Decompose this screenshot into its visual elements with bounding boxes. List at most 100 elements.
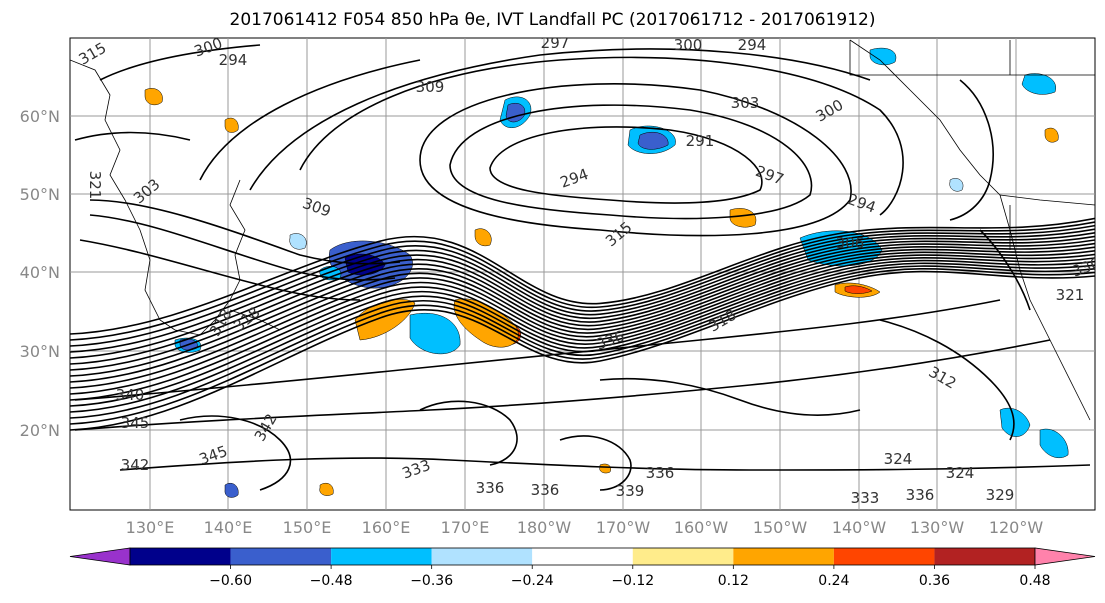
colorbar-segment [532, 548, 633, 565]
coastline-segment [849, 40, 1095, 76]
theta-e-contour-line [419, 400, 518, 466]
contour-label: 294 [219, 51, 248, 69]
colorbar-tick-label: 0.48 [1019, 573, 1050, 589]
theta-e-contours [70, 44, 1095, 491]
theta-e-contour-line [70, 250, 1095, 389]
theta-e-contour-line [489, 126, 763, 204]
theta-e-contour-line [70, 246, 1095, 383]
lon-tick-label: 180°W [517, 518, 572, 537]
contour-label: 297 [541, 34, 570, 52]
map-frame [69, 37, 1096, 511]
lon-tick-label: 130°W [910, 518, 965, 537]
theta-e-contour-line [70, 224, 1095, 347]
contour-label: 329 [986, 486, 1015, 504]
pc-shading-region [1021, 73, 1057, 95]
coastline-segment [849, 39, 1095, 206]
latitude-labels: 60°N 50°N 40°N 30°N 20°N [20, 107, 60, 440]
lon-tick-label: 120°W [989, 518, 1044, 537]
colorbar-tick-label: −0.60 [209, 573, 252, 589]
lon-tick-label: 150°E [283, 518, 332, 537]
contour-label: 291 [686, 132, 715, 150]
theta-e-contour-line [70, 232, 1095, 359]
contour-label: 294 [738, 36, 767, 54]
colorbar-segment [632, 548, 734, 565]
map-title: 2017061412 F054 850 hPa θe, IVT Landfall… [229, 10, 876, 30]
theta-e-contour-line [70, 228, 1095, 353]
contour-label: 303 [731, 94, 760, 112]
contour-label: 321 [1056, 286, 1085, 304]
theta-e-contour-line [74, 339, 1051, 431]
pc-shading-region [869, 47, 897, 66]
contour-label: 324 [946, 464, 975, 482]
pc-shading-region [474, 228, 492, 247]
theta-e-contour-line [70, 265, 1095, 419]
pc-shading-region [319, 482, 334, 496]
lon-tick-label: 140°E [204, 518, 253, 537]
theta-e-contour-line [419, 83, 852, 237]
theta-e-contour-line [70, 270, 1095, 431]
theta-e-contour-line [70, 259, 1095, 407]
contour-label: 300 [674, 36, 703, 54]
theta-e-contour-line [89, 214, 396, 281]
lon-tick-label: 170°E [441, 518, 490, 537]
coastline-segment [999, 194, 1091, 421]
theta-e-contour-line [70, 217, 1095, 335]
pc-shading-region [949, 178, 964, 192]
lon-tick-label: 140°W [832, 518, 887, 537]
pc-shading-region [729, 208, 757, 228]
contour-label: 324 [884, 450, 913, 468]
theta-e-contour-line [89, 199, 401, 265]
colorbar-tick-label: 0.36 [919, 573, 950, 589]
colorbar-segment [230, 548, 332, 565]
theta-e-contour-line [949, 79, 994, 221]
colorbar-segment [431, 548, 533, 565]
colorbar-extend-max [1034, 547, 1096, 566]
colorbar-segment [331, 548, 432, 565]
theta-e-contour-line [979, 229, 1031, 311]
longitude-labels: 130°E 140°E 150°E 160°E 170°E 180°W 170°W 160°W… [126, 518, 1044, 537]
lat-tick-label: 20°N [20, 421, 60, 440]
pc-shading-region [637, 131, 669, 150]
contour-label: 306 [836, 234, 865, 252]
theta-e-contour-line [79, 239, 361, 301]
colorbar-segment [130, 548, 231, 565]
colorbar-tick-label: −0.48 [310, 573, 353, 589]
theta-e-contour-line [70, 235, 1095, 365]
coastline [70, 39, 1095, 421]
colorbar-extend-min [69, 547, 131, 566]
theta-e-contour-line [199, 59, 421, 181]
theta-e-contour-line [559, 435, 632, 491]
colorbar-tick-label: 0.24 [818, 573, 849, 589]
contour-label: 309 [416, 78, 445, 96]
pc-shading-region [409, 313, 461, 355]
coastline-segment [70, 59, 176, 331]
colorbar-tick-label: 0.12 [718, 573, 749, 589]
colorbar-tick-label: −0.24 [511, 573, 554, 589]
coastline-segment [174, 179, 246, 336]
colorbar-tick-label: −0.36 [410, 573, 453, 589]
lat-tick-label: 30°N [20, 342, 60, 361]
theta-e-contour-line [879, 319, 1015, 441]
contour-label: 336 [531, 481, 560, 499]
lon-tick-label: 150°W [753, 518, 808, 537]
contour-label: 342 [121, 456, 150, 474]
lat-tick-label: 60°N [20, 107, 60, 126]
contour-label: 333 [851, 489, 880, 507]
theta-e-contour-line [599, 377, 861, 416]
theta-e-contour-line [70, 257, 1095, 401]
colorbar: −0.60 −0.48 −0.36 −0.24 −0.12 0.12 0.24 0.36 0.4… [69, 547, 1096, 589]
theta-e-contour-line [449, 104, 813, 220]
theta-e-contour-line [119, 457, 1091, 471]
theta-e-contour-line [179, 415, 292, 491]
contour-label: 336 [906, 486, 935, 504]
pc-shading-region [1039, 428, 1069, 459]
lon-tick-label: 160°W [674, 518, 729, 537]
theta-e-contour-line [70, 239, 1095, 371]
colorbar-segment [934, 548, 1035, 565]
pc-shading-region [224, 117, 239, 133]
pc-shading-region [224, 482, 239, 498]
lat-tick-label: 50°N [20, 185, 60, 204]
pc-shading-region [144, 88, 163, 106]
contour-label: 321 [86, 171, 104, 200]
